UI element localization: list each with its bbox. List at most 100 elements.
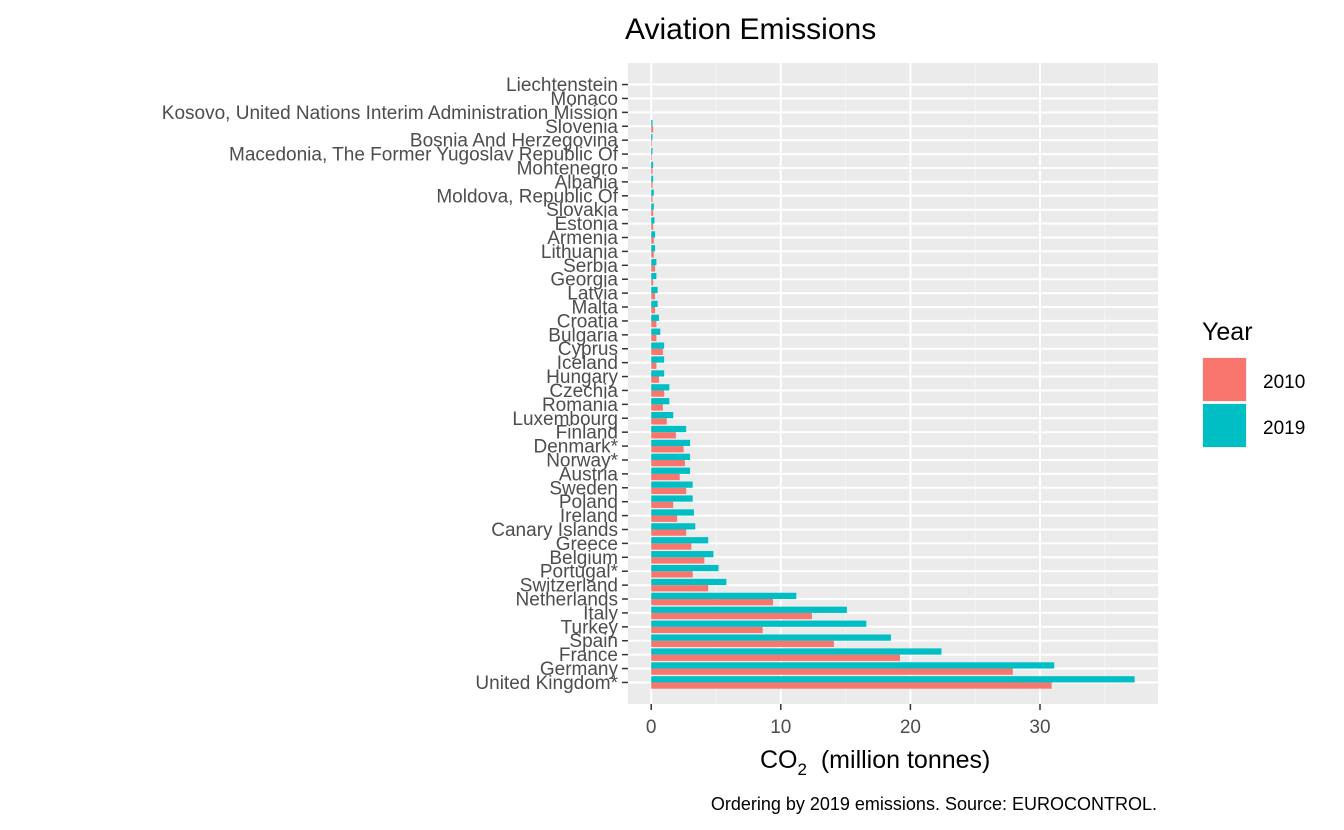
bar-2019 <box>651 314 659 321</box>
bar-2019 <box>651 133 653 141</box>
legend-title: Year <box>1202 318 1253 346</box>
bar-2010 <box>651 334 657 342</box>
y-axis-ticks <box>622 83 628 684</box>
y-tick-label: Sweden <box>549 478 618 499</box>
y-tick-label: Spain <box>569 631 618 652</box>
y-tick-label: Norway* <box>546 450 618 471</box>
x-tick-label-20: 20 <box>900 717 921 738</box>
bar-2010 <box>651 599 774 606</box>
bar-2010 <box>651 404 663 411</box>
y-tick-label: Slovenia <box>545 117 618 138</box>
bar-2010 <box>651 209 654 216</box>
bar-2010 <box>651 501 674 508</box>
bar-2010 <box>651 320 657 328</box>
y-tick-label: Germany <box>540 659 619 680</box>
bar-2010 <box>651 390 665 397</box>
bar-2019 <box>651 245 656 252</box>
bar-2019 <box>651 384 670 391</box>
y-tick-label: Slovakia <box>546 200 618 221</box>
bar-2010 <box>651 557 705 564</box>
y-tick-label: Turkey <box>561 617 619 638</box>
y-tick-label: Estonia <box>555 214 619 235</box>
bar-2010 <box>651 195 653 203</box>
chart-title: Aviation Emissions <box>625 13 876 46</box>
bar-2019 <box>651 592 797 600</box>
x-axis-label-main: CO <box>760 746 798 774</box>
y-tick-label: Montenegro <box>517 158 618 179</box>
y-tick-label: Portugal* <box>540 562 619 583</box>
bar-2019 <box>651 147 653 155</box>
bar-2019 <box>651 564 719 572</box>
bar-2019 <box>651 161 654 168</box>
y-tick-label: Kosovo, United Nations Interim Administr… <box>162 103 618 124</box>
bars <box>651 120 1135 689</box>
bar-2010 <box>651 446 684 453</box>
y-tick-label: Georgia <box>550 270 618 291</box>
bar-2010 <box>651 293 656 300</box>
x-axis-ticks <box>650 704 1041 710</box>
bar-2019 <box>651 523 696 530</box>
legend-label-2019: 2019 <box>1263 418 1305 439</box>
bar-2019 <box>651 412 674 419</box>
y-tick-label: Luxembourg <box>512 409 618 430</box>
bar-2010 <box>651 348 663 355</box>
bar-2019 <box>651 662 1055 669</box>
y-tick-label: Monaco <box>550 89 618 110</box>
legend: Year 2010 2019 <box>1202 318 1305 448</box>
bar-2019 <box>651 272 657 280</box>
bar-2019 <box>651 425 687 433</box>
bar-2019 <box>651 551 714 558</box>
y-tick-label: Malta <box>572 298 619 319</box>
bar-2010 <box>651 154 652 161</box>
bar-2010 <box>651 432 676 439</box>
bar-2019 <box>651 300 658 308</box>
y-tick-label: Iceland <box>557 353 618 374</box>
bar-2019 <box>651 398 670 405</box>
bar-2019 <box>651 648 942 655</box>
y-tick-label: Cyprus <box>558 339 618 360</box>
bar-2010 <box>651 640 834 647</box>
bar-2019 <box>651 481 693 488</box>
bar-2019 <box>651 495 693 502</box>
x-axis-labels: 0 10 20 30 <box>646 717 1051 738</box>
bar-2010 <box>651 626 763 634</box>
bar-2010 <box>651 167 653 175</box>
y-tick-label: France <box>559 645 618 666</box>
y-tick-label: Italy <box>583 603 618 624</box>
y-tick-label: Denmark* <box>534 437 619 458</box>
bar-2010 <box>651 612 812 620</box>
bar-2010 <box>651 487 687 495</box>
bar-2019 <box>651 676 1135 683</box>
bar-2010 <box>651 571 693 578</box>
y-tick-label: Moldova, Republic Of <box>436 186 618 207</box>
legend-label-2010: 2010 <box>1263 372 1305 393</box>
y-tick-label: Liechtenstein <box>506 75 618 96</box>
y-tick-label: Bosnia And Herzegovina <box>410 131 619 152</box>
bar-2019 <box>651 328 661 335</box>
bar-2010 <box>651 654 901 661</box>
bar-2010 <box>651 251 654 258</box>
y-tick-label: Croatia <box>557 311 619 332</box>
y-axis-labels: United Kingdom*GermanyFranceSpainTurkeyI… <box>162 75 619 694</box>
legend-swatch-2010 <box>1203 358 1246 401</box>
bar-2019 <box>651 467 691 474</box>
y-tick-label: Belgium <box>549 548 618 569</box>
bar-2019 <box>651 634 891 641</box>
bar-2010 <box>651 126 654 133</box>
x-tick-label-30: 30 <box>1029 717 1050 738</box>
y-tick-label: Ireland <box>560 506 618 527</box>
bar-2010 <box>651 307 656 314</box>
bar-2010 <box>651 237 654 244</box>
x-axis-label-subscript: 2 <box>798 760 807 779</box>
bar-2010 <box>651 279 654 286</box>
bar-2019 <box>651 370 665 377</box>
y-tick-label: Finland <box>556 423 618 444</box>
bar-2019 <box>651 217 655 224</box>
bar-2019 <box>651 606 847 613</box>
y-tick-label: Lithuania <box>541 242 619 263</box>
bar-2019 <box>651 537 709 544</box>
bar-2019 <box>651 439 691 447</box>
x-axis-label: CO2 (million tonnes) <box>760 746 990 779</box>
y-tick-label: Austria <box>559 464 619 485</box>
